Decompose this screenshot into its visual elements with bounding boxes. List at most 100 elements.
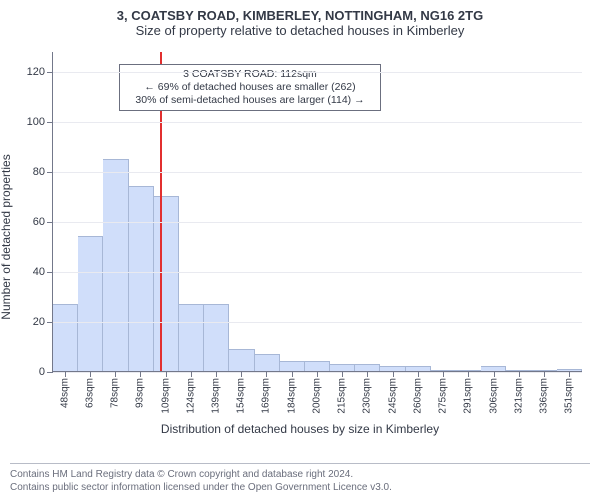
histogram-bar xyxy=(355,364,380,372)
histogram-bar xyxy=(532,370,557,371)
x-tick-mark xyxy=(418,372,419,377)
chart-container: 3, COATSBY ROAD, KIMBERLEY, NOTTINGHAM, … xyxy=(0,0,600,500)
x-tick-mark xyxy=(90,372,91,377)
gridline xyxy=(53,172,582,173)
x-tick: 139sqm xyxy=(203,372,228,422)
x-tick-mark xyxy=(544,372,545,377)
x-tick-mark xyxy=(166,372,167,377)
x-tick-label: 215sqm xyxy=(337,378,348,414)
x-tick-mark xyxy=(393,372,394,377)
x-tick-label: 245sqm xyxy=(387,378,398,414)
histogram-bar xyxy=(229,349,254,372)
x-tick-label: 306sqm xyxy=(488,378,499,414)
x-tick-mark xyxy=(191,372,192,377)
x-tick: 93sqm xyxy=(128,372,153,422)
gridline xyxy=(53,222,582,223)
x-tick-label: 93sqm xyxy=(135,378,146,408)
y-tick-label: 40 xyxy=(33,266,53,278)
x-tick-label: 321sqm xyxy=(513,378,524,414)
x-tick-mark xyxy=(468,372,469,377)
histogram-bar xyxy=(481,366,506,371)
x-tick-label: 139sqm xyxy=(211,378,222,414)
y-axis-label: Number of detached properties xyxy=(0,154,13,319)
gridline xyxy=(53,322,582,323)
y-tick-label: 100 xyxy=(27,116,53,128)
page-subtitle: Size of property relative to detached ho… xyxy=(10,23,590,38)
x-tick: 78sqm xyxy=(102,372,127,422)
histogram-bar xyxy=(204,304,229,372)
x-tick: 124sqm xyxy=(178,372,203,422)
histogram-bar xyxy=(255,354,280,372)
x-tick-mark xyxy=(443,372,444,377)
x-tick: 321sqm xyxy=(506,372,531,422)
x-axis-label: Distribution of detached houses by size … xyxy=(10,422,590,436)
x-tick-label: 260sqm xyxy=(412,378,423,414)
x-tick-mark xyxy=(65,372,66,377)
x-tick-label: 154sqm xyxy=(236,378,247,414)
y-tick-label: 80 xyxy=(33,166,53,178)
x-tick-mark xyxy=(342,372,343,377)
x-tick-label: 230sqm xyxy=(362,378,373,414)
x-tick: 184sqm xyxy=(279,372,304,422)
x-tick-label: 275sqm xyxy=(438,378,449,414)
histogram-bar xyxy=(456,370,481,371)
histogram-bar xyxy=(129,186,154,371)
gridline xyxy=(53,72,582,73)
x-tick: 351sqm xyxy=(557,372,582,422)
histogram-bar xyxy=(506,370,531,371)
histogram-bar xyxy=(280,361,305,371)
page-title: 3, COATSBY ROAD, KIMBERLEY, NOTTINGHAM, … xyxy=(10,8,590,23)
histogram-bar xyxy=(305,361,330,371)
y-tick-label: 60 xyxy=(33,216,53,228)
x-tick-label: 291sqm xyxy=(463,378,474,414)
histogram-bar xyxy=(103,159,128,372)
histogram-bar xyxy=(78,236,103,371)
plot-region: 3 COATSBY ROAD: 112sqm ← 69% of detached… xyxy=(52,52,582,372)
x-tick-mark xyxy=(216,372,217,377)
x-tick: 215sqm xyxy=(330,372,355,422)
histogram-bar xyxy=(179,304,204,372)
footer-line1: Contains HM Land Registry data © Crown c… xyxy=(10,468,590,481)
x-tick-label: 184sqm xyxy=(286,378,297,414)
histogram-bar xyxy=(406,366,431,371)
histogram-bar xyxy=(557,369,582,372)
x-tick: 63sqm xyxy=(77,372,102,422)
x-tick: 275sqm xyxy=(431,372,456,422)
x-tick-mark xyxy=(569,372,570,377)
x-tick-label: 78sqm xyxy=(110,378,121,408)
y-tick-label: 0 xyxy=(39,366,53,378)
x-tick-label: 336sqm xyxy=(539,378,550,414)
x-tick-label: 48sqm xyxy=(59,378,70,408)
x-tick-mark xyxy=(266,372,267,377)
footer-line2: Contains public sector information licen… xyxy=(10,481,590,494)
x-tick: 200sqm xyxy=(304,372,329,422)
annotation-line3: 30% of semi-detached houses are larger (… xyxy=(128,94,372,107)
x-tick-mark xyxy=(115,372,116,377)
x-tick: 169sqm xyxy=(254,372,279,422)
y-tick-label: 120 xyxy=(27,66,53,78)
attribution-footer: Contains HM Land Registry data © Crown c… xyxy=(10,463,590,494)
x-tick: 260sqm xyxy=(405,372,430,422)
x-tick-label: 63sqm xyxy=(84,378,95,408)
histogram-bar xyxy=(53,304,78,372)
x-tick-mark xyxy=(519,372,520,377)
histogram-bar xyxy=(431,370,456,371)
x-tick: 306sqm xyxy=(481,372,506,422)
x-tick-row: 48sqm 63sqm 78sqm 93sqm 109sqm 124sqm 139sqm 15… xyxy=(52,372,582,422)
y-tick-label: 20 xyxy=(33,316,53,328)
x-tick-label: 351sqm xyxy=(564,378,575,414)
x-tick-mark xyxy=(292,372,293,377)
annotation-line2: ← 69% of detached houses are smaller (26… xyxy=(128,81,372,94)
x-tick-mark xyxy=(494,372,495,377)
x-tick: 154sqm xyxy=(229,372,254,422)
chart-area: Number of detached properties 3 COATSBY … xyxy=(10,42,590,432)
gridline xyxy=(53,272,582,273)
x-tick-label: 124sqm xyxy=(185,378,196,414)
x-tick: 109sqm xyxy=(153,372,178,422)
x-tick: 245sqm xyxy=(380,372,405,422)
x-tick-label: 109sqm xyxy=(160,378,171,414)
x-tick-label: 169sqm xyxy=(261,378,272,414)
histogram-bar xyxy=(330,364,355,372)
x-tick: 336sqm xyxy=(531,372,556,422)
x-tick: 291sqm xyxy=(456,372,481,422)
